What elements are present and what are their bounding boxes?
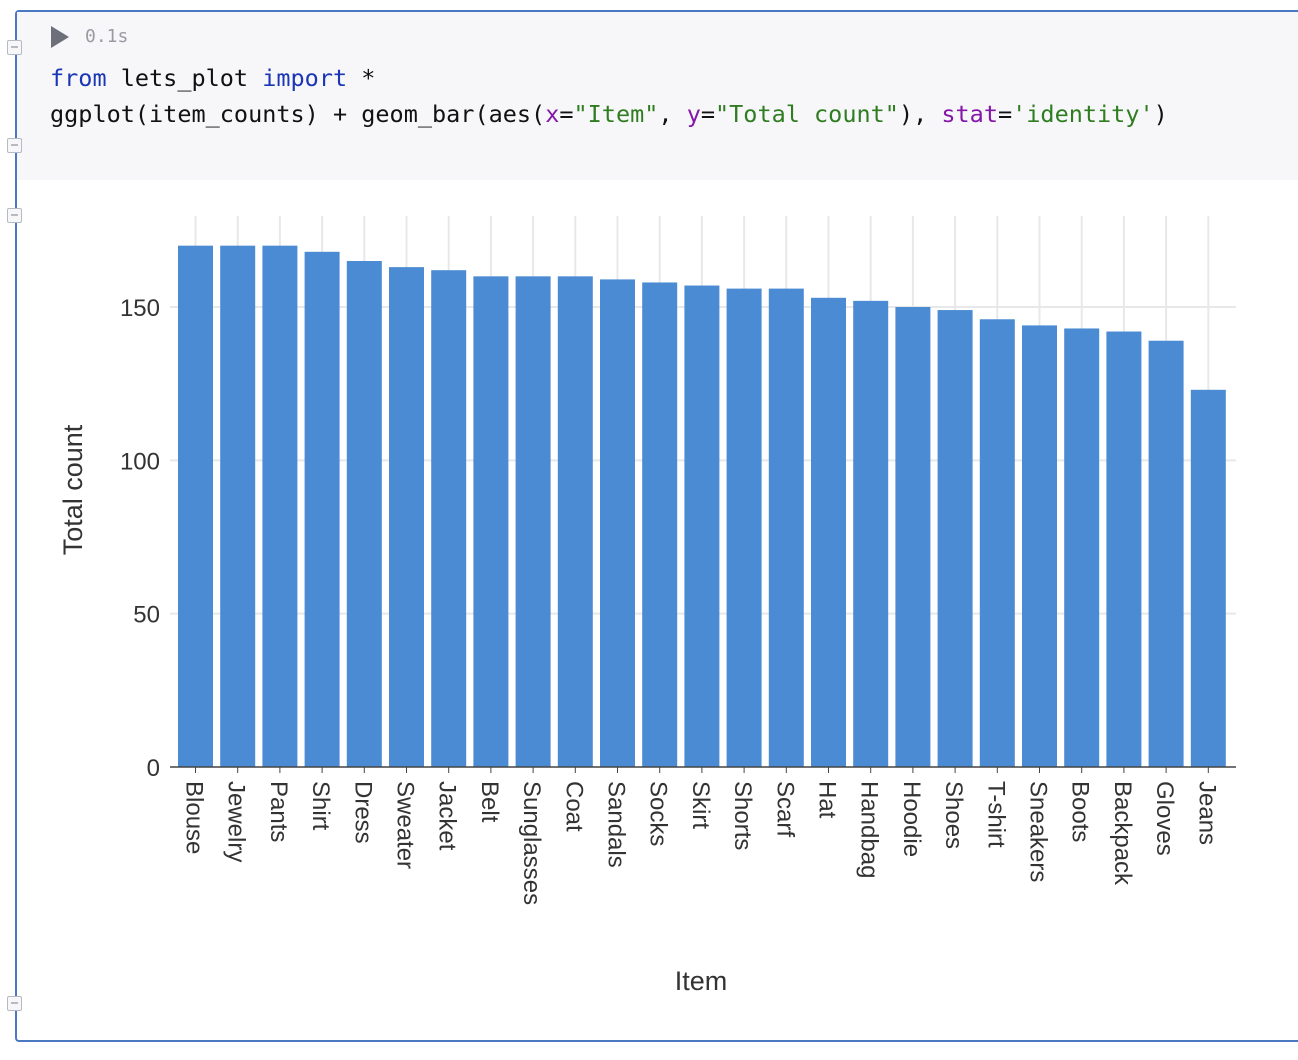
bar-shoes xyxy=(937,310,973,767)
x-tick-label: Boots xyxy=(1067,781,1094,842)
x-tick-label: Skirt xyxy=(687,781,714,829)
code-token: ) xyxy=(1153,100,1168,128)
x-tick-label: Jeans xyxy=(1193,781,1220,845)
x-tick-label: Socks xyxy=(645,781,672,846)
y-tick-label: 100 xyxy=(120,448,160,475)
code-token: 'identity' xyxy=(1012,100,1154,128)
y-tick-label: 50 xyxy=(133,602,160,629)
x-tick-label: Gloves xyxy=(1151,781,1178,856)
bar-backpack xyxy=(1106,331,1142,767)
x-tick-label: Sneakers xyxy=(1025,781,1052,882)
bar-scarf xyxy=(768,288,804,767)
bar-handbag xyxy=(853,300,889,767)
bar-jeans xyxy=(1190,389,1226,767)
code-token: lets_plot xyxy=(106,64,263,92)
code-line-2: ggplot(item_counts) + geom_bar(aes(x="It… xyxy=(50,96,1168,132)
x-tick-label: Jewelry xyxy=(223,781,250,862)
bar-boots xyxy=(1064,328,1100,767)
x-tick-label: Sunglasses xyxy=(518,781,545,905)
execution-time: 0.1s xyxy=(85,26,129,47)
code-token: "Total count" xyxy=(715,100,899,128)
bar-sunglasses xyxy=(515,276,551,767)
bar-jacket xyxy=(431,270,467,767)
bar-shorts xyxy=(726,288,762,767)
code-token: import xyxy=(262,64,348,92)
bar-skirt xyxy=(684,285,720,767)
code-token: ), xyxy=(898,100,942,128)
x-tick-label: Hat xyxy=(814,781,841,819)
x-tick-label: Handbag xyxy=(856,781,883,878)
y-tick-label: 150 xyxy=(120,295,160,322)
run-icon[interactable] xyxy=(51,26,69,48)
x-tick-label: Sweater xyxy=(392,781,419,869)
bar-jewelry xyxy=(220,245,256,767)
bar-pants xyxy=(262,245,298,767)
bar-dress xyxy=(346,261,382,767)
y-tick-label: 0 xyxy=(147,755,160,782)
x-tick-label: Belt xyxy=(476,781,503,823)
bar-coat xyxy=(557,276,593,767)
bar-sneakers xyxy=(1022,325,1057,767)
bar-gloves xyxy=(1148,340,1184,767)
code-token: y xyxy=(686,100,701,128)
x-tick-label: Scarf xyxy=(771,781,798,837)
code-token: from xyxy=(50,64,107,92)
x-tick-label: Blouse xyxy=(181,781,208,854)
fold-marker-icon[interactable] xyxy=(7,40,22,55)
code-editor[interactable]: 0.1s from lets_plot import * ggplot(item_… xyxy=(17,12,1298,180)
x-tick-label: Backpack xyxy=(1109,781,1136,886)
code-line-1: from lets_plot import * xyxy=(50,60,1168,96)
code-token: = xyxy=(997,100,1013,128)
x-tick-label: T-shirt xyxy=(982,781,1009,848)
x-tick-label: Jacket xyxy=(434,781,461,851)
bar-hoodie xyxy=(895,307,931,767)
code-token: , xyxy=(658,100,687,128)
x-tick-label: Shorts xyxy=(729,781,756,850)
bar-belt xyxy=(473,276,509,767)
bar-shirt xyxy=(304,251,340,768)
code-token: ggplot(item_counts) + geom_bar(aes( xyxy=(50,100,546,128)
x-tick-label: Pants xyxy=(265,781,292,842)
fold-marker-icon[interactable] xyxy=(7,208,22,223)
fold-marker-icon[interactable] xyxy=(7,138,22,153)
code-text[interactable]: from lets_plot import * ggplot(item_count… xyxy=(50,60,1168,132)
code-token: = xyxy=(700,100,715,128)
bar-sweater xyxy=(389,267,424,767)
x-tick-label: Coat xyxy=(560,781,587,832)
code-token: * xyxy=(347,64,376,92)
code-token: x xyxy=(545,100,560,128)
x-tick-label: Dress xyxy=(349,781,376,844)
x-tick-label: Hoodie xyxy=(898,781,925,857)
code-token: = xyxy=(559,100,574,128)
fold-marker-icon[interactable] xyxy=(7,996,22,1011)
bar-sandals xyxy=(600,279,635,767)
code-token: "Item" xyxy=(573,100,659,128)
x-tick-label: Shirt xyxy=(307,781,334,831)
bar-blouse xyxy=(178,245,213,767)
x-tick-label: Sandals xyxy=(603,781,630,868)
x-tick-label: Shoes xyxy=(940,781,967,849)
bar-t-shirt xyxy=(979,319,1015,767)
x-axis-label: Item xyxy=(675,966,728,996)
y-axis-label: Total count xyxy=(58,424,88,555)
code-token: stat xyxy=(941,100,998,128)
bar-hat xyxy=(811,297,846,767)
bar-socks xyxy=(642,282,678,767)
